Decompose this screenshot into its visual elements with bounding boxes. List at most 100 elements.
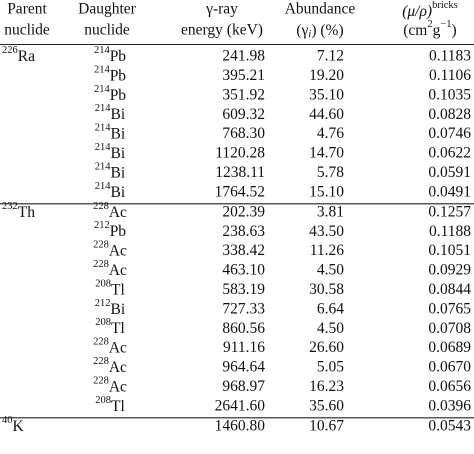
daughter-nuclide: 228Ac: [93, 337, 127, 356]
attenuation: 0.0670: [428, 359, 471, 376]
header-part: (μ/ρ): [402, 3, 432, 20]
energy: 241.98: [222, 48, 265, 65]
mass-number: 214: [95, 142, 112, 153]
energy: 968.97: [222, 378, 265, 395]
energy: 583.19: [222, 281, 265, 298]
element: Pb: [110, 223, 127, 240]
abundance: 44.60: [309, 106, 344, 123]
mass-number: 228: [93, 356, 109, 367]
daughter-nuclide: 208Tl: [95, 318, 125, 337]
element: Bi: [111, 106, 126, 123]
energy: 351.92: [222, 86, 265, 103]
energy: 395.21: [222, 67, 265, 84]
daughter-nuclide: 228Ac: [93, 259, 127, 278]
header-sup: 2: [427, 19, 432, 30]
abundance: 19.20: [309, 67, 344, 84]
energy: 609.32: [222, 106, 265, 123]
element: Pb: [110, 48, 127, 65]
attenuation: 0.0765: [428, 300, 471, 317]
abundance: 7.12: [317, 48, 344, 65]
element: Ra: [18, 48, 35, 65]
abundance: 14.70: [309, 145, 344, 162]
attenuation: 0.1106: [429, 67, 471, 84]
daughter-nuclide: 214Pb: [94, 45, 126, 64]
energy: 202.39: [222, 203, 265, 220]
header: Daughter: [78, 1, 137, 18]
attenuation: 0.0828: [428, 106, 471, 123]
attenuation: 0.0689: [428, 339, 471, 356]
element: Ac: [109, 242, 127, 259]
energy: 1120.28: [215, 145, 265, 162]
element: Tl: [111, 397, 125, 414]
element: K: [13, 417, 25, 434]
attenuation: 0.1257: [428, 203, 471, 220]
element: Pb: [110, 67, 127, 84]
element: Bi: [111, 300, 126, 317]
daughter-nuclide: 214Pb: [94, 65, 126, 84]
energy: 1764.52: [215, 183, 265, 200]
element: Th: [18, 203, 35, 220]
parent-nuclide: 40K: [2, 415, 25, 434]
energy: 463.10: [222, 262, 265, 279]
daughter-nuclide: 228Ac: [93, 376, 127, 395]
header-part: ): [452, 22, 457, 39]
energy: 238.63: [222, 223, 265, 240]
abundance: 16.23: [309, 378, 344, 395]
energy: 964.64: [222, 359, 265, 376]
abundance: 4.50: [317, 320, 344, 337]
attenuation: 0.0656: [428, 378, 471, 395]
daughter-nuclide: 228Ac: [93, 356, 127, 375]
daughter-nuclide: 214Bi: [95, 142, 126, 161]
header: γ-ray: [205, 1, 238, 18]
abundance: 43.50: [309, 223, 344, 240]
parent-nuclide: 226Ra: [2, 45, 35, 64]
header-part: (cm: [403, 22, 427, 39]
abundance: 6.64: [317, 300, 344, 317]
header-part: (γ: [296, 22, 308, 39]
abundance: 15.10: [309, 183, 344, 200]
attenuation: 0.0929: [428, 262, 471, 279]
parent-nuclide: 232Th: [2, 201, 35, 220]
element: Bi: [111, 164, 126, 181]
mass-number: 208: [95, 318, 111, 329]
mass-number: 212: [95, 298, 111, 309]
mass-number: 208: [95, 279, 111, 290]
mass-number: 214: [95, 123, 112, 134]
energy: 338.42: [222, 242, 265, 259]
energy: 860.56: [222, 320, 265, 337]
abundance: 5.05: [317, 359, 344, 376]
attenuation: 0.0543: [428, 417, 471, 434]
energy: 911.16: [223, 339, 265, 356]
attenuation: 0.0622: [428, 145, 471, 162]
mass-number: 228: [93, 201, 109, 212]
abundance: 35.10: [309, 86, 344, 103]
attenuation: 0.0708: [428, 320, 471, 337]
attenuation: 0.1183: [429, 48, 471, 65]
abundance: 30.58: [309, 281, 344, 298]
daughter-nuclide: 228Ac: [93, 240, 127, 259]
mass-number: 228: [93, 376, 109, 387]
energy: 1460.80: [215, 417, 266, 434]
header-part: ) (%): [311, 22, 343, 39]
element: Bi: [111, 183, 126, 200]
attenuation: 0.0396: [428, 397, 471, 414]
daughter-nuclide: 214Pb: [94, 84, 126, 103]
element: Pb: [110, 86, 127, 103]
daughter-nuclide: 214Bi: [95, 181, 126, 200]
mass-number: 228: [93, 337, 109, 348]
daughter-nuclide: 228Ac: [93, 201, 127, 220]
element: Bi: [111, 125, 126, 142]
attenuation: 0.0591: [428, 164, 471, 181]
abundance: 5.78: [317, 164, 344, 181]
element: Tl: [111, 320, 125, 337]
mass-number: 214: [95, 104, 112, 115]
mass-number: 226: [2, 45, 18, 56]
mass-number: 228: [93, 259, 109, 270]
energy: 2641.60: [215, 397, 266, 414]
mass-number: 212: [94, 221, 110, 232]
header: energy (keV): [181, 22, 263, 39]
element: Tl: [111, 281, 125, 298]
abundance: 4.50: [317, 262, 344, 279]
header: nuclide: [4, 22, 50, 39]
